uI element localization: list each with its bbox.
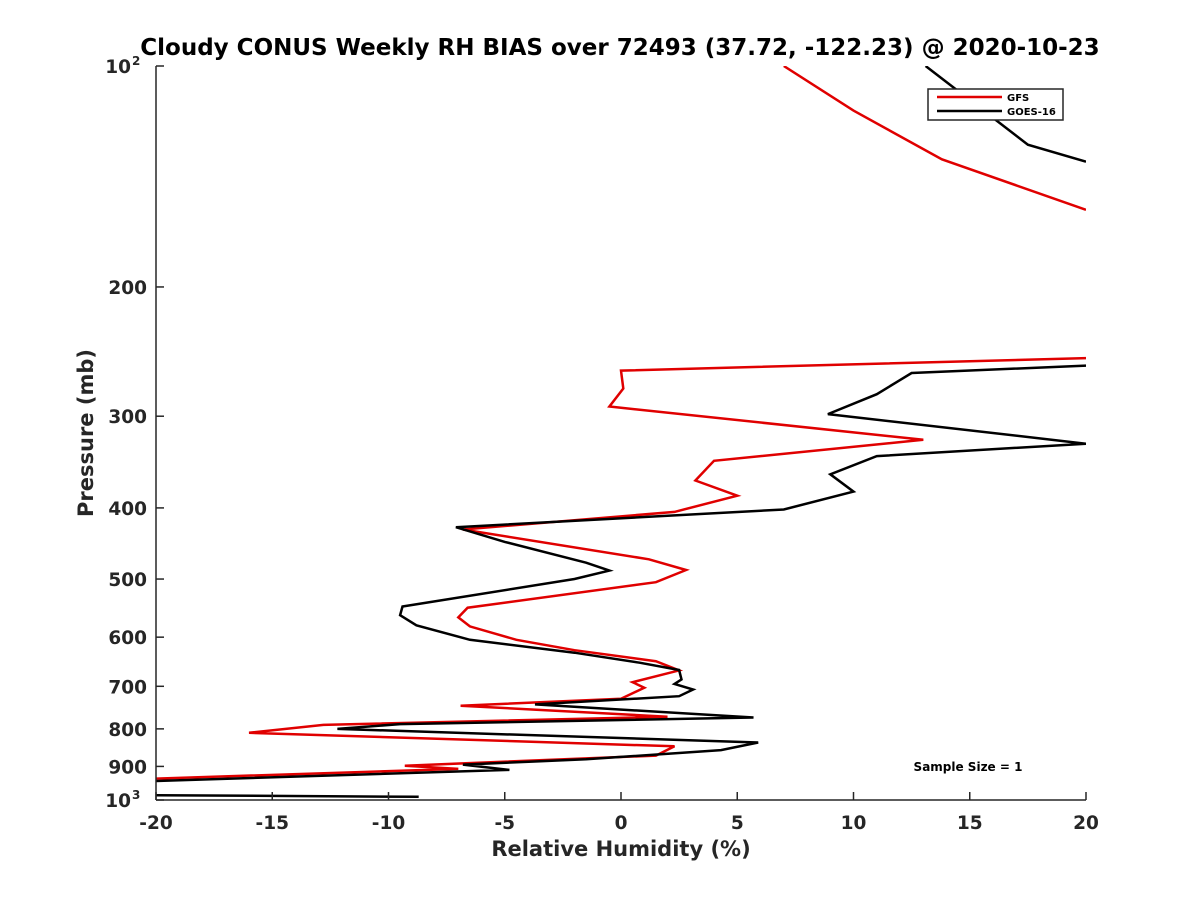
x-tick-label: -5 xyxy=(494,813,515,834)
x-tick-label: 20 xyxy=(1073,813,1099,834)
y-tick-label: 600 xyxy=(108,628,147,649)
series-line-goes-16-2 xyxy=(156,793,419,799)
y-tick-label: 200 xyxy=(108,278,147,299)
y-tick-label: 10 xyxy=(105,57,131,78)
legend-box xyxy=(927,88,1064,121)
legend-label-goes-16: GOES-16 xyxy=(1007,107,1056,118)
x-tick-label: -10 xyxy=(372,813,405,834)
series-line-gfs-1 xyxy=(156,356,1086,780)
chart-title: Cloudy CONUS Weekly RH BIAS over 72493 (… xyxy=(140,35,1099,61)
y-tick-label: 400 xyxy=(108,499,147,520)
y-tick-base: 10 xyxy=(105,57,131,78)
y-tick-label: 900 xyxy=(108,757,147,778)
sample-size-annotation: Sample Size = 1 xyxy=(914,760,1023,774)
y-axis-label: Pressure (mb) xyxy=(74,349,98,517)
y-tick-label: 10 xyxy=(105,791,131,812)
y-tick-label: 700 xyxy=(108,677,147,698)
x-tick-label: 0 xyxy=(615,813,628,834)
y-tick-label: 300 xyxy=(108,407,147,428)
x-tick-label: -20 xyxy=(139,813,172,834)
y-tick-exponent: 2 xyxy=(132,54,140,68)
legend-label-gfs: GFS xyxy=(1007,93,1029,104)
y-tick-label: 500 xyxy=(108,570,147,591)
legend: GFS GOES-16 xyxy=(927,88,1064,121)
x-tick-label: 15 xyxy=(957,813,983,834)
x-tick-label: 10 xyxy=(841,813,867,834)
y-tick-base: 10 xyxy=(105,791,131,812)
series-line-gfs-0 xyxy=(783,66,1086,211)
x-tick-label: -15 xyxy=(256,813,289,834)
series-line-goes-16-1 xyxy=(156,364,1086,783)
x-axis-label: Relative Humidity (%) xyxy=(491,837,750,861)
x-tick-label: 5 xyxy=(731,813,744,834)
y-tick-exponent: 3 xyxy=(132,788,140,802)
y-tick-label: 800 xyxy=(108,720,147,741)
x-ticks: -20 -15 -10 -5 0 5 10 15 20 xyxy=(139,792,1099,834)
